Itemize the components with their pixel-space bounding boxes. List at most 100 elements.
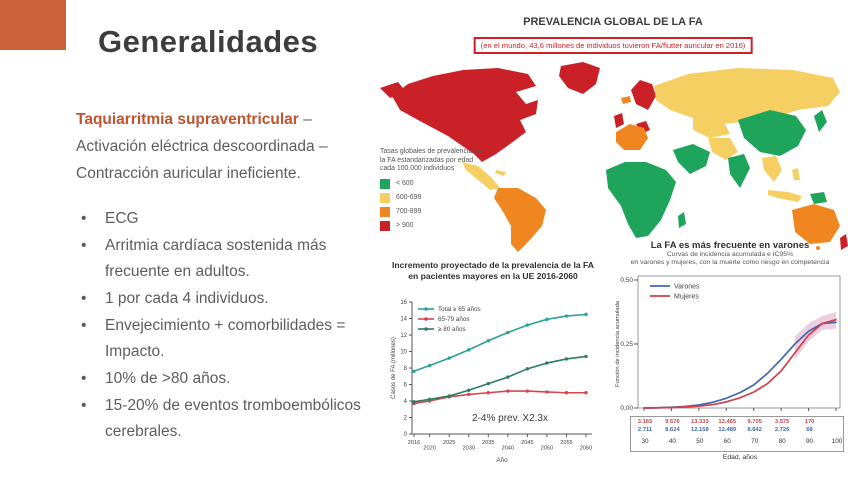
incidence-subtitle-line2: en varones y mujeres, con la muerte como…	[630, 259, 830, 267]
svg-text:Función de incidencia acumulad: Función de incidencia acumulada	[615, 300, 621, 387]
svg-text:0,50: 0,50	[620, 277, 633, 284]
svg-text:Casos de FA (millones): Casos de FA (millones)	[391, 337, 397, 399]
map-subtitle-box: (en el mundo, 43,6 millones de individuo…	[473, 37, 753, 54]
age-tick-label: 100	[831, 438, 843, 445]
at-risk-value: 2.711	[637, 427, 653, 433]
svg-text:65-79 años: 65-79 años	[438, 316, 470, 323]
svg-text:14: 14	[400, 317, 407, 323]
incidence-chart-title: La FA es más frecuente en varones	[650, 240, 810, 251]
list-item: 15-20% de eventos tromboembólicos cerebr…	[76, 393, 386, 445]
eu-chart-title: Incremento proyectado de la prevalencia …	[391, 260, 595, 281]
svg-text:6: 6	[404, 383, 408, 389]
at-risk-value: 2.726	[774, 427, 790, 433]
legend-label: 600-699	[396, 194, 422, 202]
regions-red	[380, 62, 848, 250]
accent-rectangle	[0, 0, 66, 50]
svg-text:Año: Año	[496, 457, 508, 464]
page-title: Generalidades	[98, 24, 319, 59]
svg-text:2040: 2040	[502, 446, 514, 452]
legend-label: > 900	[396, 222, 414, 230]
svg-text:8: 8	[404, 366, 408, 372]
svg-text:2025: 2025	[443, 440, 455, 446]
svg-text:16: 16	[400, 300, 407, 306]
map-legend-row: > 900	[380, 219, 488, 233]
legend-swatch-red	[380, 220, 390, 231]
svg-text:2050: 2050	[541, 446, 553, 452]
bullet-list: ECGArritmia cardíaca sostenida más frecu…	[76, 206, 386, 446]
age-tick-label: 90	[806, 438, 814, 445]
svg-text:0,00: 0,00	[620, 405, 633, 412]
at-risk-value: 3.165	[637, 419, 653, 425]
at-risk-value: 170	[804, 419, 815, 425]
list-item: 10% de >80 años.	[76, 366, 386, 392]
legend-swatch-green	[380, 178, 390, 189]
svg-text:≥ 80 años: ≥ 80 años	[438, 326, 466, 333]
svg-text:2016: 2016	[408, 440, 420, 446]
at-risk-value: 13.333	[690, 419, 709, 425]
age-tick-label: 70	[751, 438, 759, 445]
map-title: PREVALENCIA GLOBAL DE LA FA	[523, 16, 703, 28]
incidence-xlabel: Edad, años	[722, 454, 758, 461]
svg-text:Varones: Varones	[674, 283, 700, 290]
map-legend-row: < 600	[380, 177, 488, 191]
regions-green	[606, 110, 827, 238]
at-risk-value: 9.705	[747, 419, 762, 425]
at-risk-value: 68	[806, 427, 813, 433]
svg-text:2020: 2020	[423, 446, 435, 452]
at-risk-value: 9.676	[665, 419, 680, 425]
regions-orange	[494, 96, 840, 252]
svg-text:0: 0	[404, 432, 408, 438]
at-risk-value: 13.465	[718, 419, 737, 425]
age-tick-label: 40	[668, 438, 676, 445]
age-tick-label: 60	[723, 438, 731, 445]
list-item: Arritmia cardíaca sostenida más frecuent…	[76, 233, 386, 285]
age-tick-label: 30	[641, 438, 649, 445]
legend-swatch-yellow	[380, 192, 390, 203]
svg-text:4: 4	[404, 399, 408, 405]
at-risk-value: 8.642	[747, 427, 762, 433]
legend-label: 700-899	[396, 208, 422, 216]
lead-line2: Activación eléctrica descoordinada –	[76, 138, 328, 155]
age-tick-label: 50	[696, 438, 704, 445]
svg-text:2: 2	[404, 416, 408, 422]
incidence-chart-panel: La FA es más frecuente en varones Curvas…	[612, 240, 848, 477]
world-map	[380, 62, 848, 252]
svg-text:2045: 2045	[521, 440, 533, 446]
svg-text:Mujeres: Mujeres	[674, 293, 699, 300]
incidence-chart: 0,00 0,25 0,50 Varones Mujeres Función de inc…	[615, 275, 841, 412]
svg-text:Total ≥ 65 años: Total ≥ 65 años	[438, 306, 481, 313]
at-risk-value: 12.489	[718, 427, 737, 433]
map-legend-row: 700-899	[380, 205, 488, 219]
lead-dash: –	[298, 111, 312, 128]
incidence-chart-subtitle: Curvas de incidencia acumulada e IC95% e…	[612, 251, 848, 268]
legend-label: < 600	[396, 180, 414, 188]
at-risk-value: 12.158	[690, 427, 709, 433]
numbers-at-risk-table: 3.165 9.676 13.333 13.465 9.705 3.575 170 2.711…	[630, 416, 844, 452]
eu-projection-chart-panel: Incremento proyectado de la prevalencia …	[388, 260, 598, 476]
legend-swatch-orange	[380, 206, 390, 217]
at-risk-value: 3.575	[774, 419, 790, 425]
age-tick-label: 80	[778, 438, 786, 445]
incidence-subtitle-line1: Curvas de incidencia acumulada e IC95%	[666, 251, 794, 258]
svg-text:12: 12	[400, 333, 407, 339]
map-legend-title: Tasas globales de prevalencia de la FA e…	[380, 148, 482, 173]
svg-text:10: 10	[400, 350, 407, 356]
list-item: Envejecimiento + comorbilidades = Impact…	[76, 313, 386, 365]
svg-text:2060: 2060	[580, 446, 592, 452]
map-legend-rows: < 600 600-699 700-899 > 900	[380, 177, 488, 233]
eu-chart-annotation: 2-4% prev. X2.3x	[472, 413, 548, 424]
svg-text:2035: 2035	[482, 440, 494, 446]
lead-highlight: Taquiarritmia supraventricular	[76, 111, 299, 128]
list-item: 1 por cada 4 individuos.	[76, 286, 386, 312]
list-item: ECG	[76, 206, 386, 232]
map-legend: Tasas globales de prevalencia de la FA e…	[380, 148, 488, 233]
at-risk-value: 8.624	[665, 427, 680, 433]
lead-paragraph: Taquiarritmia supraventricular – Activac…	[76, 106, 388, 187]
svg-text:2055: 2055	[560, 440, 572, 446]
svg-text:2030: 2030	[463, 446, 475, 452]
svg-text:0,25: 0,25	[620, 341, 633, 348]
map-legend-row: 600-699	[380, 191, 488, 205]
lead-line3: Contracción auricular ineficiente.	[76, 165, 301, 182]
